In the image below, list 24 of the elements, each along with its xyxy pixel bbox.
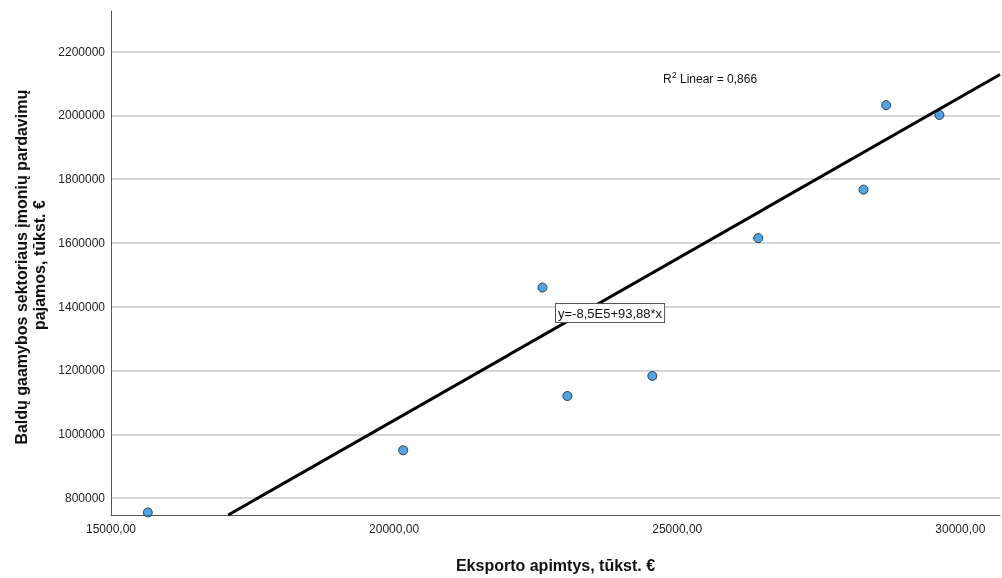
x-tick-label: 20000,00 — [369, 522, 420, 536]
y-tick-label: 1000000 — [58, 427, 106, 442]
y-tick-label: 1600000 — [58, 235, 106, 250]
point — [142, 507, 153, 518]
y-axis-title: Baldų gaamybos sektoriaus įmonių pardavimų pajamos, tūkst. € — [12, 85, 48, 445]
y-tick-label: 1800000 — [58, 172, 106, 187]
point — [934, 109, 945, 120]
point — [881, 100, 892, 111]
annotation: y=-8,5E5+93,88*x — [558, 306, 663, 321]
y-tick-label: 2000000 — [58, 108, 106, 123]
y-tick-label: 1400000 — [58, 299, 106, 314]
point — [753, 233, 764, 244]
point — [858, 184, 869, 195]
y-tick-label: 2200000 — [58, 44, 106, 59]
x-tick-label: 25000,00 — [652, 522, 703, 536]
x-tick-label: 30000,00 — [935, 522, 986, 536]
x-axis-title: Eksporto apimtys, tūkst. € — [455, 556, 656, 574]
x-tick-label: 15000,00 — [85, 522, 137, 536]
y-tick-label: 800000 — [64, 491, 106, 506]
point — [647, 370, 658, 381]
point — [562, 391, 573, 402]
point — [537, 282, 548, 293]
y-tick-label: 1200000 — [58, 363, 106, 378]
point — [398, 445, 409, 456]
